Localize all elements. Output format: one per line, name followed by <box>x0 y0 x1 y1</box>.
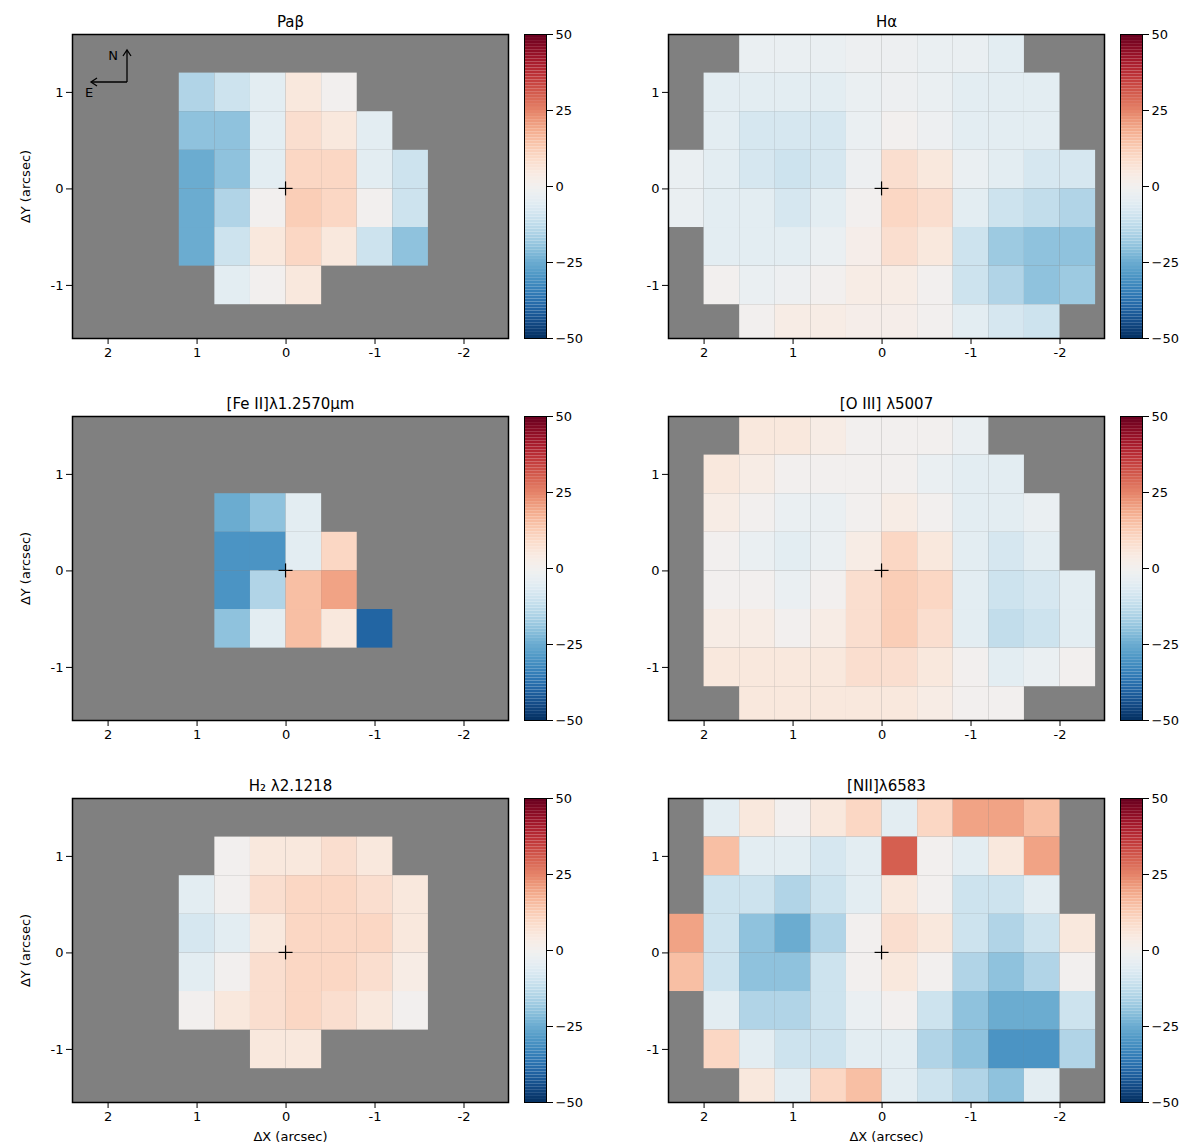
svg-text:−50: −50 <box>556 713 583 728</box>
svg-text:−50: −50 <box>556 1095 583 1110</box>
svg-text:−25: −25 <box>1152 255 1179 270</box>
svg-text:ΔY (arcsec): ΔY (arcsec) <box>18 914 33 987</box>
svg-text:−50: −50 <box>1152 1095 1179 1110</box>
svg-text:2: 2 <box>104 1109 112 1124</box>
svg-text:1: 1 <box>651 85 659 100</box>
svg-text:ΔY (arcsec): ΔY (arcsec) <box>18 532 33 605</box>
svg-text:-1: -1 <box>965 727 978 742</box>
svg-text:H₂ λ2.1218: H₂ λ2.1218 <box>249 777 332 795</box>
svg-text:0: 0 <box>282 345 290 360</box>
svg-text:−50: −50 <box>556 331 583 346</box>
svg-text:2: 2 <box>700 1109 708 1124</box>
svg-text:-2: -2 <box>458 1109 471 1124</box>
svg-text:50: 50 <box>1152 27 1169 42</box>
svg-text:−25: −25 <box>1152 1019 1179 1034</box>
svg-text:-1: -1 <box>647 660 660 675</box>
svg-text:-1: -1 <box>51 660 64 675</box>
svg-text:[O III] λ5007: [O III] λ5007 <box>840 395 933 413</box>
svg-text:0: 0 <box>55 181 63 196</box>
svg-text:50: 50 <box>556 27 573 42</box>
svg-text:1: 1 <box>789 345 797 360</box>
svg-text:1: 1 <box>789 727 797 742</box>
svg-text:−25: −25 <box>556 255 583 270</box>
svg-text:0: 0 <box>651 563 659 578</box>
svg-text:25: 25 <box>1152 103 1169 118</box>
svg-text:25: 25 <box>1152 867 1169 882</box>
svg-text:ΔX (arcsec): ΔX (arcsec) <box>849 1129 923 1144</box>
svg-text:25: 25 <box>556 485 573 500</box>
svg-text:-1: -1 <box>965 345 978 360</box>
svg-text:-1: -1 <box>369 345 382 360</box>
svg-text:50: 50 <box>1152 791 1169 806</box>
svg-text:1: 1 <box>55 467 63 482</box>
svg-text:[NII]λ6583: [NII]λ6583 <box>847 777 926 795</box>
svg-text:[Fe II]λ1.2570μm: [Fe II]λ1.2570μm <box>227 395 355 413</box>
svg-text:50: 50 <box>556 409 573 424</box>
svg-text:-1: -1 <box>369 727 382 742</box>
svg-text:25: 25 <box>1152 485 1169 500</box>
svg-text:−25: −25 <box>1152 637 1179 652</box>
svg-text:0: 0 <box>55 563 63 578</box>
svg-text:−50: −50 <box>1152 331 1179 346</box>
svg-text:-1: -1 <box>647 278 660 293</box>
svg-text:0: 0 <box>651 181 659 196</box>
svg-text:0: 0 <box>556 943 564 958</box>
svg-text:0: 0 <box>282 1109 290 1124</box>
svg-text:-2: -2 <box>1054 727 1067 742</box>
svg-text:0: 0 <box>1152 943 1160 958</box>
svg-text:0: 0 <box>556 561 564 576</box>
svg-text:−25: −25 <box>556 1019 583 1034</box>
svg-text:-2: -2 <box>458 727 471 742</box>
svg-text:1: 1 <box>55 849 63 864</box>
svg-text:1: 1 <box>55 85 63 100</box>
svg-text:-1: -1 <box>369 1109 382 1124</box>
svg-text:-2: -2 <box>1054 345 1067 360</box>
svg-text:0: 0 <box>1152 179 1160 194</box>
svg-text:0: 0 <box>651 945 659 960</box>
svg-text:−50: −50 <box>1152 713 1179 728</box>
svg-text:ΔX (arcsec): ΔX (arcsec) <box>253 1129 327 1144</box>
svg-text:2: 2 <box>700 727 708 742</box>
svg-text:1: 1 <box>193 1109 201 1124</box>
svg-text:50: 50 <box>1152 409 1169 424</box>
svg-text:50: 50 <box>556 791 573 806</box>
svg-text:0: 0 <box>878 345 886 360</box>
svg-text:-2: -2 <box>458 345 471 360</box>
svg-text:N: N <box>108 48 118 63</box>
svg-text:25: 25 <box>556 103 573 118</box>
svg-text:2: 2 <box>700 345 708 360</box>
svg-text:-1: -1 <box>51 278 64 293</box>
svg-text:E: E <box>85 85 93 100</box>
svg-text:2: 2 <box>104 727 112 742</box>
svg-text:2: 2 <box>104 345 112 360</box>
svg-text:1: 1 <box>193 345 201 360</box>
svg-text:-1: -1 <box>647 1042 660 1057</box>
svg-text:1: 1 <box>651 849 659 864</box>
svg-text:0: 0 <box>1152 561 1160 576</box>
svg-text:ΔY (arcsec): ΔY (arcsec) <box>18 150 33 223</box>
svg-text:-2: -2 <box>1054 1109 1067 1124</box>
svg-text:1: 1 <box>789 1109 797 1124</box>
svg-text:−25: −25 <box>556 637 583 652</box>
svg-text:0: 0 <box>55 945 63 960</box>
svg-text:25: 25 <box>556 867 573 882</box>
svg-text:-1: -1 <box>965 1109 978 1124</box>
svg-text:1: 1 <box>193 727 201 742</box>
svg-text:0: 0 <box>878 727 886 742</box>
svg-text:Hα: Hα <box>876 13 897 31</box>
svg-text:-1: -1 <box>51 1042 64 1057</box>
svg-text:0: 0 <box>556 179 564 194</box>
svg-text:Paβ: Paβ <box>277 13 304 31</box>
svg-text:0: 0 <box>878 1109 886 1124</box>
svg-text:0: 0 <box>282 727 290 742</box>
svg-text:1: 1 <box>651 467 659 482</box>
